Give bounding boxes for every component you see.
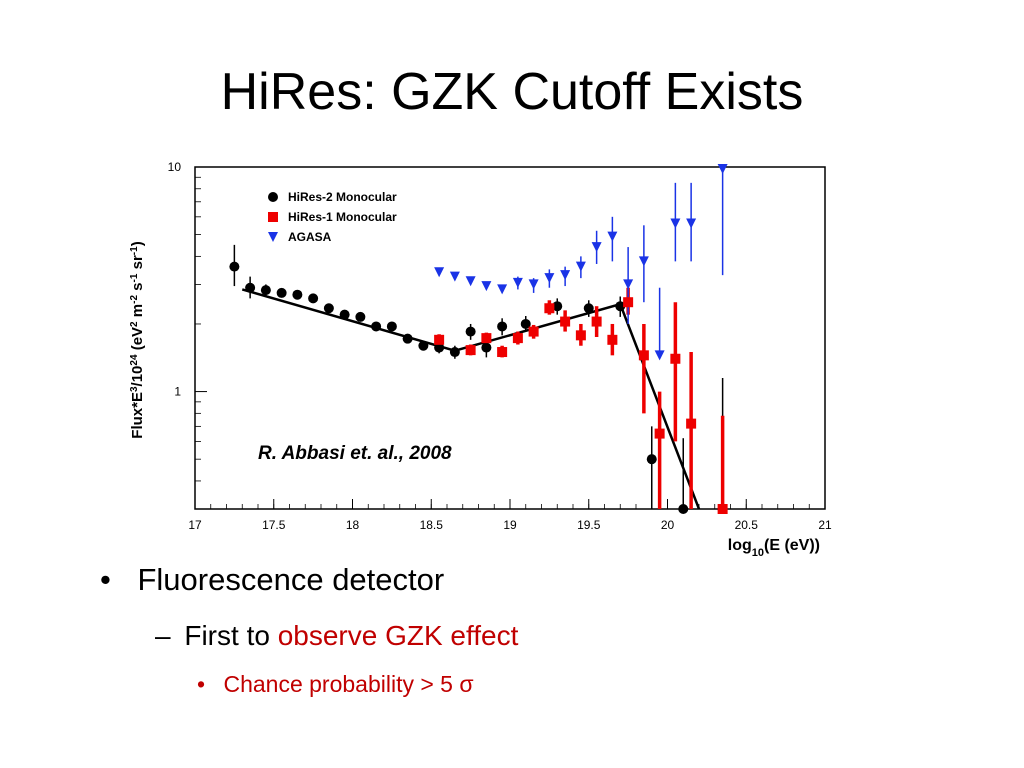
hires2-point [481, 342, 492, 353]
agasa-point [686, 218, 697, 229]
flux-chart: 17 17.5 18 18.5 19 19.5 20 20.5 21 1 10 HiRes-2 M… [129, 160, 832, 559]
legend-label: HiRes-2 Monocular [288, 190, 397, 204]
legend-label: HiRes-1 Monocular [288, 210, 397, 224]
bullet-level1: • Fluorescence detector [100, 562, 444, 598]
x-tick-label: 19 [503, 518, 517, 532]
plot-frame [194, 166, 826, 510]
hires1-point [497, 347, 508, 358]
hires2-point [308, 293, 319, 304]
agasa-point [449, 271, 460, 282]
bullet-level3-text: Chance probability > 5 σ [223, 671, 474, 697]
hires1-point [623, 297, 634, 308]
agasa-point [607, 231, 618, 242]
hires1-point [528, 326, 539, 337]
agasa-point [434, 267, 445, 278]
hires2-point [520, 318, 531, 329]
agasa-point [670, 218, 681, 229]
agasa-point [560, 270, 571, 281]
y-axis-label: Flux*E3/1024 (eV2 m-2 s-1 sr-1) [129, 241, 147, 438]
hires2-point [339, 309, 350, 320]
hires2-point [386, 321, 397, 332]
agasa-point [717, 163, 728, 174]
hires1-point [654, 428, 665, 439]
x-tick-label: 18.5 [420, 518, 444, 532]
hires2-point [371, 321, 382, 332]
x-tick-label: 18 [346, 518, 360, 532]
hires1-point [465, 345, 476, 356]
hires2-point [276, 287, 287, 298]
x-tick-label: 20.5 [735, 518, 759, 532]
hires2-point [552, 301, 563, 312]
bullet-level2-highlight: observe GZK effect [277, 620, 519, 651]
bullet-level2-prefix: First to [184, 620, 278, 651]
legend-marker [268, 232, 278, 242]
hires2-point [245, 282, 256, 293]
hires2-point [402, 333, 413, 344]
hires1-point [607, 334, 618, 345]
hires1-point [686, 418, 697, 429]
hires2-point [465, 326, 476, 337]
hires2-point [292, 289, 303, 300]
hires1-point [434, 334, 445, 345]
hires2-point [355, 311, 366, 322]
hires2-point [583, 303, 594, 314]
agasa-point [638, 256, 649, 267]
agasa-point [497, 284, 508, 295]
hires1-point [638, 350, 649, 361]
hires2-point [323, 303, 334, 314]
hires1-point [670, 353, 681, 364]
bullet-level2: – First to observe GZK effect [155, 620, 518, 652]
agasa-point [591, 242, 602, 253]
x-tick-label: 21 [818, 518, 832, 532]
hires2-point [615, 301, 626, 312]
slide-title: HiRes: GZK Cutoff Exists [220, 63, 804, 121]
bullet-marker: • [100, 562, 111, 597]
hires2-point [418, 340, 429, 351]
legend-marker [268, 192, 278, 202]
agasa-point [528, 279, 539, 290]
hires1-point [560, 316, 571, 327]
bullet-marker-small: • [197, 671, 206, 697]
hires1-point [591, 316, 602, 327]
hires1-point [481, 333, 492, 344]
agasa-point [512, 277, 523, 288]
y-tick-label: 1 [174, 385, 181, 399]
x-axis-label: log10(E (eV)) [728, 537, 820, 559]
x-tick-label: 20 [661, 518, 675, 532]
hires1-point [575, 330, 586, 341]
hires2-point [229, 261, 240, 272]
legend-label: AGASA [288, 230, 332, 244]
chart-legend: HiRes-2 Monocular HiRes-1 Monocular AGASA [268, 190, 397, 244]
hires2-point [497, 321, 508, 332]
legend-marker [268, 212, 278, 222]
hires2-point [646, 454, 657, 465]
hires2-point [260, 285, 271, 296]
chart-annotation: R. Abbasi et. al., 2008 [258, 443, 452, 464]
x-tick-label: 19.5 [577, 518, 601, 532]
agasa-point [654, 350, 665, 361]
hires2-point [434, 342, 445, 353]
agasa-point [575, 261, 586, 272]
hires2-point [449, 347, 460, 358]
x-tick-label: 17.5 [262, 518, 286, 532]
bullet-level1-text: Fluorescence detector [137, 562, 445, 597]
hires1-point [544, 303, 555, 314]
y-tick-label: 10 [168, 160, 182, 174]
agasa-point [465, 276, 476, 287]
bullet-level3: • Chance probability > 5 σ [197, 671, 474, 698]
hires1-point [512, 333, 523, 344]
agasa-point [544, 273, 555, 284]
x-tick-label: 17 [188, 518, 202, 532]
agasa-point [481, 281, 492, 292]
dash-marker: – [155, 620, 171, 651]
hires2-point [678, 504, 689, 514]
agasa-point [623, 279, 634, 290]
hires1-point [717, 504, 728, 514]
